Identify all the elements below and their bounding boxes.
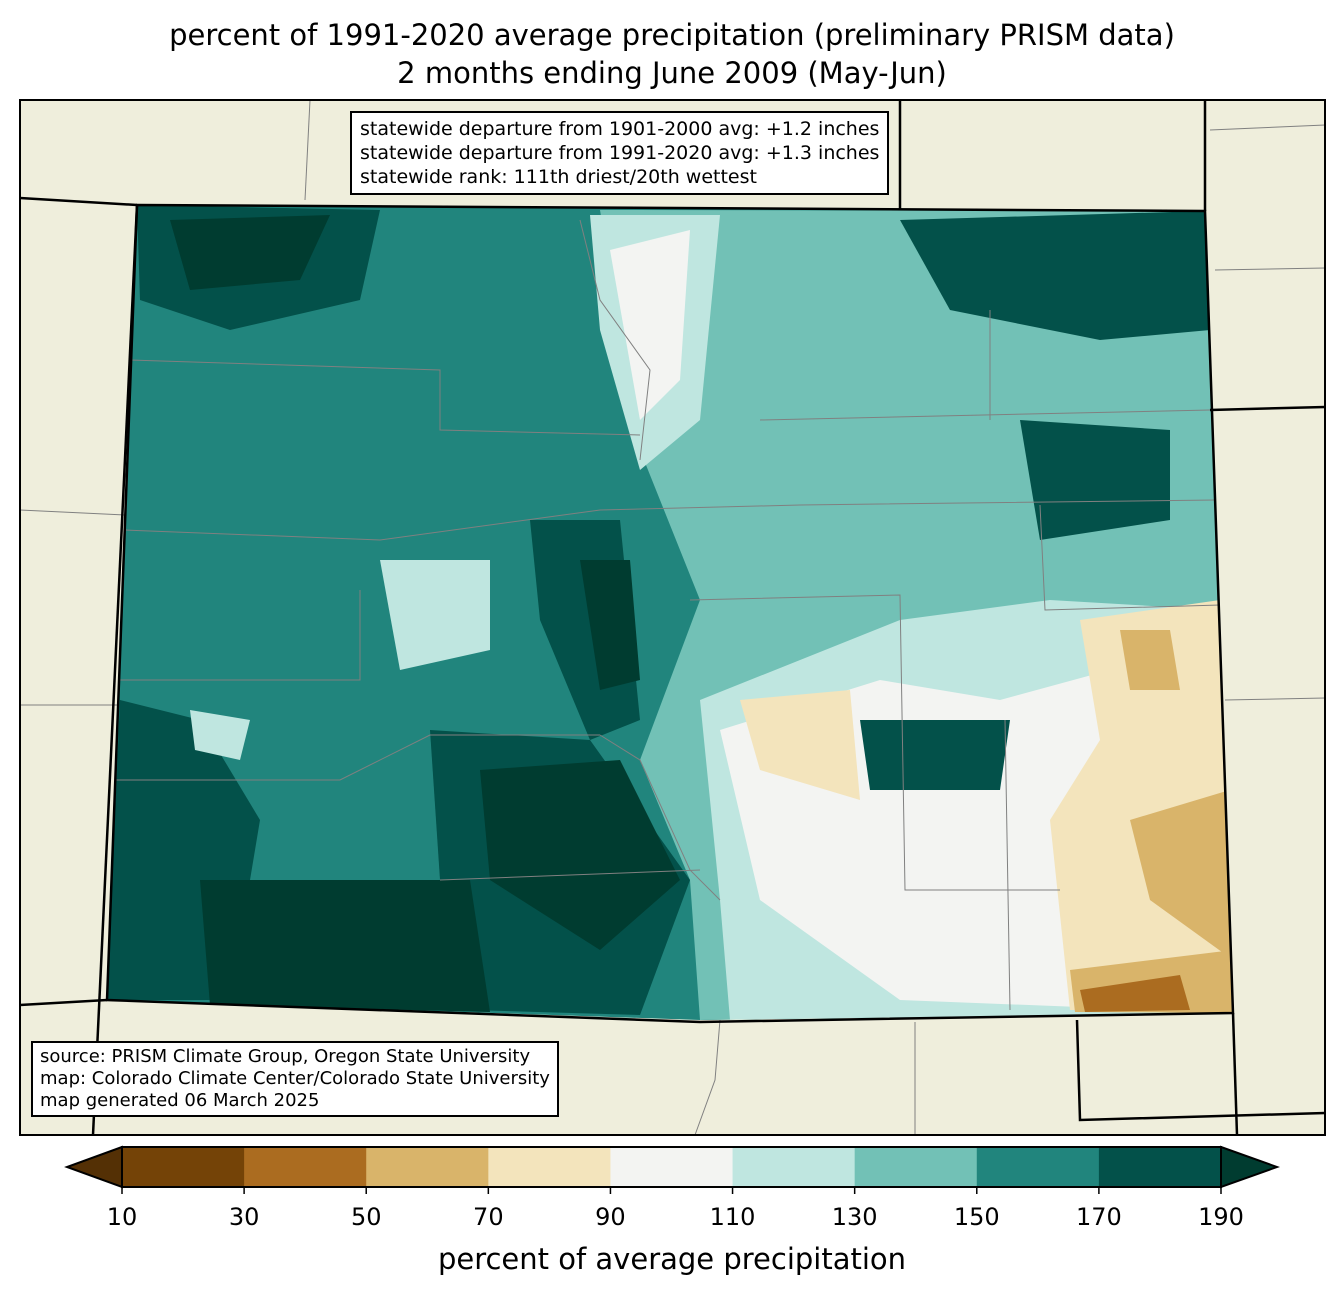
colorbar-over-arrow [1220,1145,1280,1189]
colorbar-tick-label: 50 [350,1203,382,1231]
stats-line-3: statewide rank: 111th driest/20th wettes… [360,166,757,188]
source-box: source: PRISM Climate Group, Oregon Stat… [31,1041,559,1117]
title-line-2: 2 months ending June 2009 (May-Jun) [397,56,947,90]
colorbar-tick-label: 110 [709,1203,756,1231]
colorbar-segment [488,1147,611,1187]
colorbar-tick-label: 90 [595,1203,626,1231]
colorbar-tick-label: 10 [106,1203,138,1231]
colorbar-tick-label: 170 [1075,1203,1122,1231]
colorbar-segment [976,1147,1100,1187]
colorbar-under-arrow [64,1145,123,1189]
statewide-stats-box: statewide departure from 1901-2000 avg: … [350,111,890,195]
county-lines [19,99,1326,1136]
colorbar-label: percent of average precipitation [437,1242,907,1276]
colorbar-segment [122,1147,245,1187]
map-frame [19,99,1326,1136]
stats-line-2: statewide departure from 1991-2020 avg: … [360,142,880,164]
colorbar-tick-label: 150 [953,1203,1000,1231]
colorbar-tick-label: 30 [228,1203,260,1231]
source-line-3: map generated 06 March 2025 [40,1090,320,1111]
source-line-1: source: PRISM Climate Group, Oregon Stat… [40,1046,531,1067]
colorbar [64,1145,1280,1194]
colorbar-tick-label: 70 [473,1203,504,1231]
colorbar-segment [854,1147,978,1187]
colorbar-segment [732,1147,856,1187]
colorbar-tick-label: 130 [831,1203,878,1231]
colorbar-tick-label: 190 [1198,1203,1244,1231]
stats-line-1: statewide departure from 1901-2000 avg: … [360,118,880,140]
precipitation-field [107,205,1233,1020]
colorbar-segment [244,1147,367,1187]
colorbar-outline [121,1146,1222,1188]
colorbar-segment [366,1147,489,1187]
state-borders [19,100,1326,1136]
colorbar-segment [1098,1147,1222,1187]
colorbar-segment [610,1147,734,1187]
title-line-1: percent of 1991-2020 average precipitati… [169,18,1175,52]
source-line-2: map: Colorado Climate Center/Colorado St… [40,1068,550,1089]
